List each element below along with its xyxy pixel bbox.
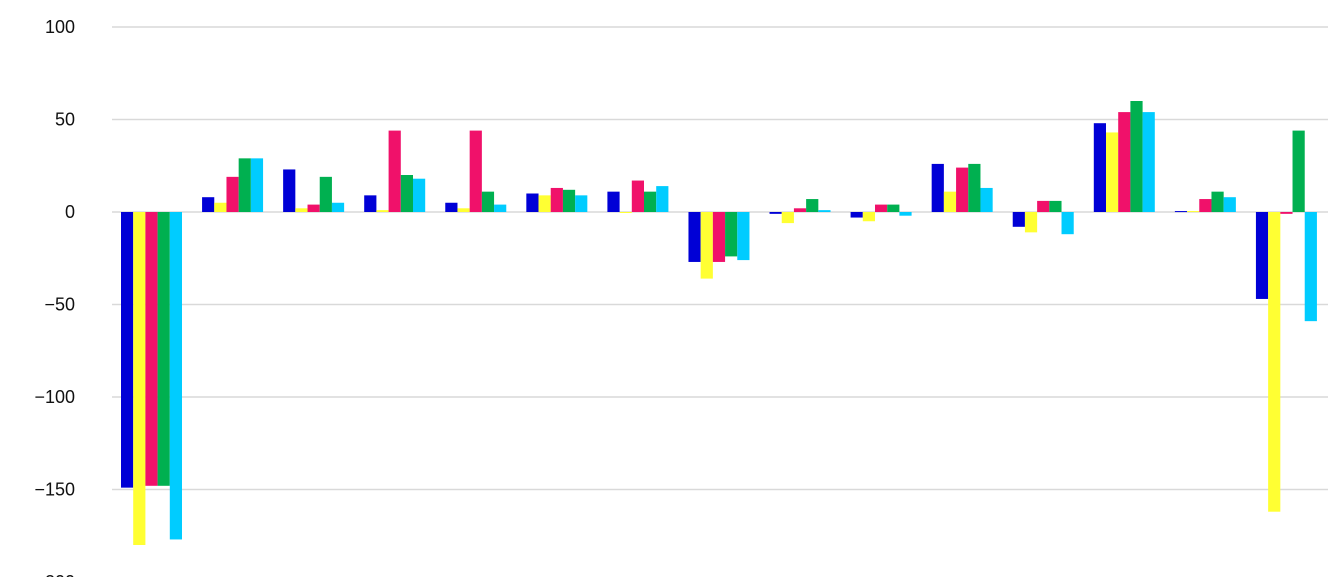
bar-series-1-group-14 <box>1174 211 1188 213</box>
bar-series-5-group-4 <box>413 178 426 212</box>
y-tick-label: −100 <box>34 387 75 407</box>
bar-series-4-group-11 <box>968 163 981 212</box>
bar-series-1-group-11 <box>931 163 944 212</box>
bar-series-1-group-6 <box>526 193 539 212</box>
bar-series-5-group-1 <box>169 212 182 540</box>
bar-series-5-group-13 <box>1142 112 1155 212</box>
bar-series-3-group-12 <box>1037 200 1050 212</box>
bar-series-5-group-2 <box>250 158 264 212</box>
bar-series-2-group-1 <box>133 212 146 545</box>
bar-series-3-group-5 <box>469 130 482 212</box>
y-tick-label: 100 <box>45 17 75 37</box>
bar-series-4-group-7 <box>644 191 657 212</box>
bar-series-2-group-10 <box>862 212 875 222</box>
bar-series-5-group-6 <box>575 195 588 212</box>
bar-series-4-group-3 <box>319 176 332 212</box>
bar-series-4-group-9 <box>806 199 819 212</box>
bar-series-5-group-5 <box>494 204 507 212</box>
bar-series-2-group-8 <box>700 212 713 279</box>
bar-series-5-group-11 <box>980 187 993 212</box>
bar-series-1-group-13 <box>1093 123 1106 212</box>
bar-series-3-group-10 <box>875 204 888 212</box>
bar-series-4-group-8 <box>725 212 738 257</box>
bar-series-1-group-3 <box>283 169 296 212</box>
bar-series-1-group-8 <box>688 212 701 262</box>
bar-series-2-group-5 <box>457 208 470 212</box>
bar-series-5-group-15 <box>1304 212 1317 322</box>
bar-series-3-group-1 <box>145 212 158 486</box>
bar-series-3-group-13 <box>1118 112 1131 212</box>
bar-series-3-group-7 <box>631 180 644 212</box>
bar-series-2-group-6 <box>538 195 551 212</box>
bar-series-1-group-4 <box>364 195 377 212</box>
y-tick-label: −150 <box>34 480 75 500</box>
bar-series-3-group-9 <box>793 208 807 212</box>
bar-series-4-group-2 <box>238 158 251 212</box>
bar-series-1-group-10 <box>850 212 863 218</box>
y-tick-label: −50 <box>44 295 75 315</box>
bar-series-3-group-15 <box>1280 212 1293 214</box>
bar-series-4-group-12 <box>1049 200 1062 212</box>
bar-series-4-group-14 <box>1211 191 1224 212</box>
bar-series-3-group-8 <box>712 212 726 262</box>
bar-series-1-group-5 <box>445 202 458 212</box>
bar-series-2-group-12 <box>1024 212 1038 233</box>
y-tick-label: 50 <box>55 110 75 130</box>
y-tick-label: 0 <box>65 202 75 222</box>
bar-series-2-group-4 <box>376 210 389 212</box>
bar-series-5-group-8 <box>737 212 750 261</box>
bar-series-5-group-10 <box>899 212 912 216</box>
bar-series-5-group-9 <box>818 210 831 212</box>
y-axis-ticks: 100 50 0 −50 −100 −150 −200 <box>34 17 75 577</box>
bar-series-2-group-3 <box>295 208 308 212</box>
bar-series-2-group-15 <box>1268 212 1281 512</box>
bar-series-4-group-4 <box>400 175 413 212</box>
bar-series-2-group-14 <box>1187 211 1200 213</box>
bar-series-5-group-14 <box>1223 197 1236 212</box>
bar-series-3-group-4 <box>388 130 401 212</box>
bars <box>121 101 1317 545</box>
bar-series-2-group-11 <box>943 191 957 212</box>
bar-series-2-group-7 <box>619 212 632 213</box>
y-tick-label: −200 <box>34 572 75 577</box>
bar-series-3-group-14 <box>1199 199 1212 212</box>
bar-series-4-group-15 <box>1292 130 1305 212</box>
bar-series-1-group-1 <box>121 212 134 488</box>
bar-series-4-group-10 <box>887 204 900 212</box>
bar-series-1-group-9 <box>769 212 782 214</box>
bar-series-3-group-11 <box>956 167 969 212</box>
bar-series-1-group-15 <box>1255 212 1269 299</box>
bar-series-2-group-2 <box>214 202 227 212</box>
bar-series-4-group-6 <box>562 189 576 212</box>
bar-series-5-group-7 <box>656 186 669 212</box>
bar-series-3-group-3 <box>307 204 320 212</box>
bar-series-4-group-13 <box>1130 101 1143 212</box>
bar-series-3-group-2 <box>226 176 239 212</box>
bar-series-3-group-6 <box>550 187 563 212</box>
bar-series-4-group-5 <box>481 191 495 212</box>
bar-series-5-group-3 <box>331 202 345 212</box>
bar-series-2-group-9 <box>781 212 794 224</box>
bar-series-2-group-13 <box>1106 132 1119 212</box>
bar-series-1-group-2 <box>202 197 215 212</box>
bar-series-1-group-7 <box>607 191 620 212</box>
bar-series-1-group-12 <box>1012 212 1025 227</box>
bar-series-5-group-12 <box>1061 212 1074 235</box>
bar-series-4-group-1 <box>157 212 170 486</box>
